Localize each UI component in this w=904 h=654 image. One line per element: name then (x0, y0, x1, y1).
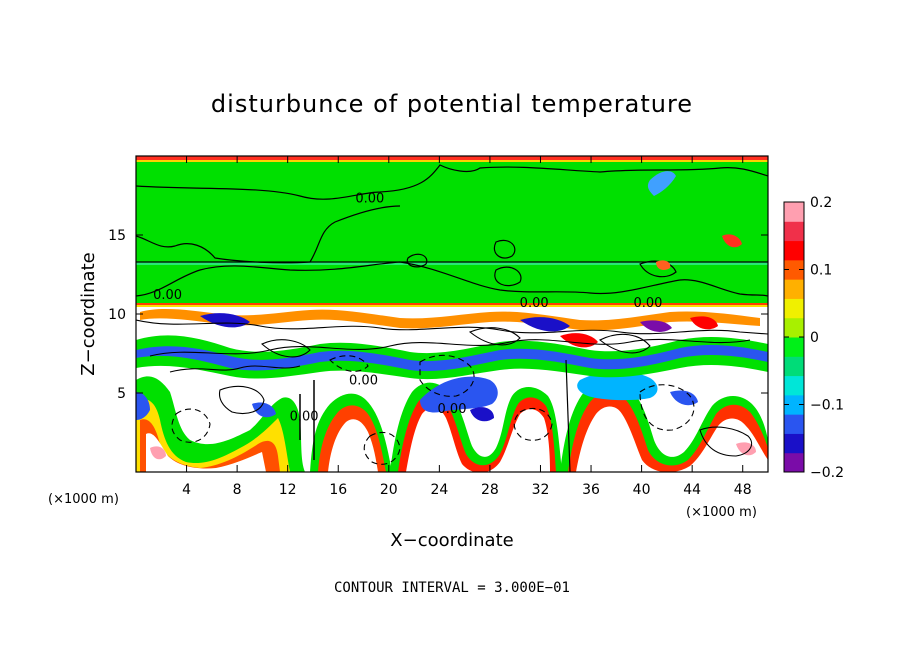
y-axis: 5 10 15 (108, 228, 768, 402)
colorbar-tick-label: 0.2 (810, 195, 832, 211)
colorbar-band (784, 202, 804, 222)
colorbar-band (784, 375, 804, 396)
y-tick-label: 10 (108, 307, 126, 323)
colorbar-band (784, 259, 804, 280)
colorbar-band (784, 240, 804, 261)
tropopause-band-2 (136, 305, 768, 307)
colorbar-band (784, 221, 804, 242)
colorbar-band (784, 433, 804, 454)
x-axis-label: X−coordinate (390, 530, 513, 551)
x-tick-label: 28 (481, 482, 499, 498)
colorbar-band (784, 317, 804, 338)
colorbar-band (784, 279, 804, 299)
top-boundary-strip-2 (136, 160, 768, 162)
y-tick-label: 15 (108, 228, 126, 244)
colorbar-bands (784, 202, 804, 473)
colorbar: 0.2 0.1 0 −0.1 −0.2 (783, 195, 844, 481)
sponge-band (136, 262, 768, 265)
contour-label: 0.00 (349, 373, 378, 388)
colorbar-band (784, 298, 804, 319)
y-axis-label: Z−coordinate (78, 252, 99, 375)
colorbar-band (784, 337, 804, 357)
contour-label: 0.00 (438, 402, 467, 417)
colorbar-band (784, 394, 804, 415)
contour-label: 0.00 (153, 288, 182, 303)
x-axis-unit-left: (×1000 m) (48, 492, 119, 507)
contour-label-group: 0.00 0.00 0.00 0.00 0.00 0.00 0.00 (153, 192, 662, 425)
x-tick-label: 16 (329, 482, 347, 498)
x-tick-label: 8 (233, 482, 242, 498)
chart-title: disturbunce of potential temperature (211, 90, 693, 118)
colorbar-tick-label: −0.2 (810, 465, 844, 481)
colorbar-tick-label: 0 (810, 330, 819, 346)
contour-interval-note: CONTOUR INTERVAL = 3.000E−01 (334, 580, 570, 596)
x-tick-label: 36 (582, 482, 600, 498)
contour-label: 0.00 (355, 192, 384, 207)
x-axis-unit-right: (×1000 m) (686, 505, 757, 520)
colorbar-ticks: 0.2 0.1 0 −0.1 −0.2 (784, 195, 844, 481)
colorbar-band (784, 414, 804, 434)
x-tick-label: 4 (182, 482, 191, 498)
troposphere-contours (136, 319, 768, 472)
top-boundary-strip (136, 156, 768, 160)
x-tick-label: 40 (633, 482, 651, 498)
troposphere-field (136, 307, 768, 472)
colorbar-band (784, 356, 804, 377)
x-tick-label: 12 (279, 482, 297, 498)
contour-label: 0.00 (290, 410, 319, 425)
x-tick-label: 48 (734, 482, 752, 498)
stratosphere-contours (136, 164, 768, 297)
contour-label: 0.00 (633, 296, 662, 311)
strat-feature-red-2 (656, 260, 671, 270)
y-tick-label: 5 (117, 386, 126, 402)
colorbar-band (784, 452, 804, 473)
contour-label: 0.00 (520, 296, 549, 311)
colorbar-tick-label: 0.1 (810, 263, 832, 279)
x-tick-label: 20 (380, 482, 398, 498)
x-tick-label: 44 (683, 482, 701, 498)
plot-area: 0.00 0.00 0.00 0.00 0.00 0.00 0.00 (135, 155, 769, 473)
strat-feature-red (722, 234, 742, 248)
x-tick-label: 24 (430, 482, 448, 498)
x-axis: 4 8 12 16 20 24 28 32 36 40 44 48 (182, 156, 752, 498)
x-tick-label: 32 (532, 482, 550, 498)
strat-feature-blue (647, 171, 676, 196)
colorbar-tick-label: −0.1 (810, 398, 844, 414)
